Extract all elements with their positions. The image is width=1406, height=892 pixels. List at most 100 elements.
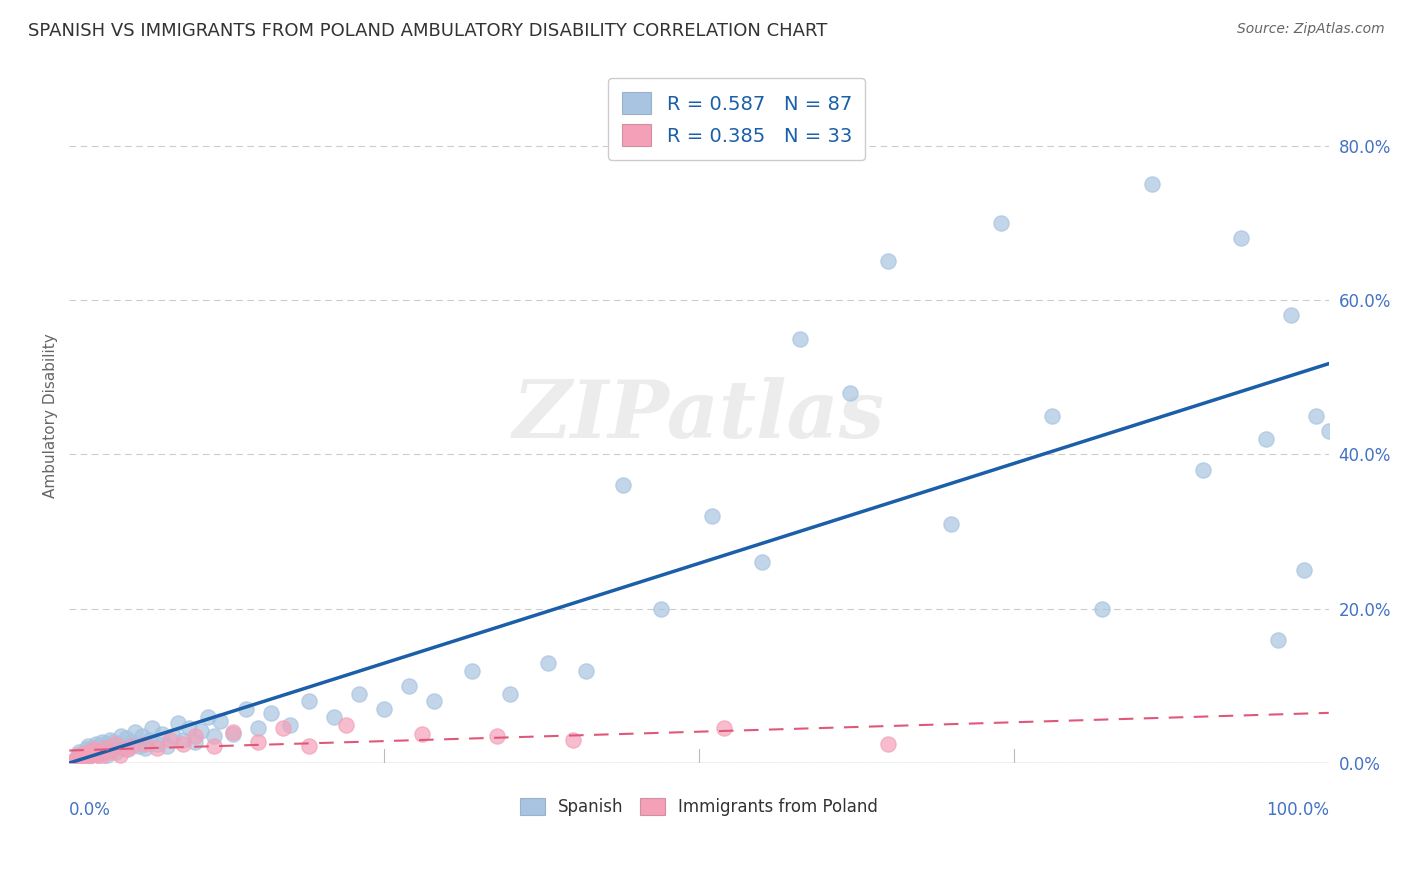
Point bbox=[91, 745, 114, 759]
Point bbox=[146, 737, 169, 751]
Point bbox=[235, 702, 257, 716]
Point bbox=[166, 716, 188, 731]
Point bbox=[134, 737, 156, 751]
Point bbox=[247, 734, 270, 748]
Point bbox=[76, 748, 98, 763]
Point bbox=[202, 729, 225, 743]
Point bbox=[141, 722, 163, 736]
Point bbox=[73, 747, 96, 761]
Point bbox=[1279, 309, 1302, 323]
Point bbox=[121, 739, 143, 753]
Point bbox=[103, 734, 125, 748]
Point bbox=[411, 727, 433, 741]
Point bbox=[77, 745, 100, 759]
Point bbox=[190, 723, 212, 738]
Point bbox=[103, 737, 125, 751]
Point bbox=[247, 722, 270, 736]
Point bbox=[222, 727, 245, 741]
Point bbox=[222, 725, 245, 739]
Point bbox=[373, 702, 395, 716]
Text: 0.0%: 0.0% bbox=[69, 801, 111, 820]
Point bbox=[172, 737, 194, 751]
Point bbox=[575, 664, 598, 678]
Text: SPANISH VS IMMIGRANTS FROM POLAND AMBULATORY DISABILITY CORRELATION CHART: SPANISH VS IMMIGRANTS FROM POLAND AMBULA… bbox=[28, 22, 828, 40]
Point bbox=[877, 737, 900, 751]
Point bbox=[80, 740, 103, 755]
Point bbox=[131, 729, 153, 743]
Point bbox=[650, 601, 672, 615]
Point bbox=[990, 216, 1012, 230]
Point bbox=[297, 739, 319, 753]
Point bbox=[108, 748, 131, 763]
Point bbox=[83, 742, 105, 756]
Point bbox=[939, 516, 962, 531]
Point bbox=[398, 679, 420, 693]
Point bbox=[82, 747, 104, 761]
Point bbox=[128, 739, 150, 753]
Point bbox=[67, 748, 90, 763]
Point bbox=[70, 750, 93, 764]
Point bbox=[115, 731, 138, 746]
Point bbox=[90, 750, 112, 764]
Point bbox=[110, 729, 132, 743]
Point bbox=[104, 745, 127, 759]
Point bbox=[347, 687, 370, 701]
Point bbox=[273, 722, 295, 736]
Point bbox=[62, 754, 84, 768]
Point bbox=[98, 745, 121, 759]
Point bbox=[138, 733, 160, 747]
Point bbox=[1040, 409, 1063, 423]
Point bbox=[76, 750, 98, 764]
Point bbox=[789, 332, 811, 346]
Point bbox=[562, 733, 585, 747]
Point bbox=[79, 745, 101, 759]
Point bbox=[162, 729, 184, 743]
Point bbox=[1317, 424, 1340, 438]
Point bbox=[90, 740, 112, 755]
Point bbox=[1191, 463, 1213, 477]
Point bbox=[461, 664, 484, 678]
Point bbox=[107, 737, 129, 751]
Point bbox=[537, 656, 560, 670]
Point bbox=[96, 748, 118, 763]
Point bbox=[177, 722, 200, 736]
Point bbox=[87, 739, 110, 753]
Point bbox=[260, 706, 283, 720]
Point bbox=[93, 737, 115, 751]
Point bbox=[1254, 432, 1277, 446]
Point bbox=[1267, 632, 1289, 647]
Point bbox=[499, 687, 522, 701]
Point bbox=[124, 725, 146, 739]
Text: Source: ZipAtlas.com: Source: ZipAtlas.com bbox=[1237, 22, 1385, 37]
Point bbox=[1229, 231, 1251, 245]
Point bbox=[146, 740, 169, 755]
Point bbox=[80, 748, 103, 763]
Point bbox=[152, 727, 174, 741]
Point bbox=[70, 752, 93, 766]
Point bbox=[75, 742, 97, 756]
Point bbox=[159, 733, 181, 747]
Point bbox=[79, 749, 101, 764]
Point bbox=[278, 717, 301, 731]
Point bbox=[1292, 563, 1315, 577]
Point bbox=[65, 752, 87, 766]
Point bbox=[89, 748, 111, 763]
Point bbox=[98, 733, 121, 747]
Point bbox=[700, 509, 723, 524]
Point bbox=[184, 729, 207, 743]
Point bbox=[184, 734, 207, 748]
Point bbox=[67, 745, 90, 759]
Point bbox=[97, 740, 120, 755]
Point bbox=[423, 694, 446, 708]
Point bbox=[297, 694, 319, 708]
Point bbox=[172, 733, 194, 747]
Point bbox=[77, 739, 100, 753]
Point bbox=[612, 478, 634, 492]
Point bbox=[91, 734, 114, 748]
Point bbox=[121, 734, 143, 748]
Point bbox=[112, 740, 135, 755]
Text: 100.0%: 100.0% bbox=[1265, 801, 1329, 820]
Point bbox=[67, 748, 90, 763]
Point bbox=[713, 722, 735, 736]
Point bbox=[877, 254, 900, 268]
